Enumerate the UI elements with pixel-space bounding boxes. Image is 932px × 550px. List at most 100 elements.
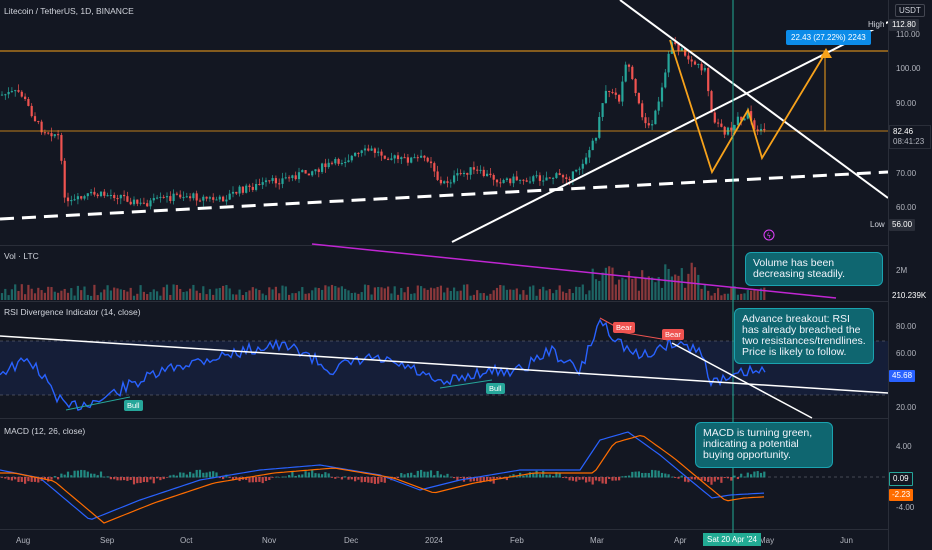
candle-body (581, 163, 584, 169)
candle-body (730, 127, 733, 131)
candle-body (156, 197, 159, 199)
volume-bar (502, 285, 505, 300)
rsi-note[interactable]: Advance breakout: RSI has already breach… (734, 308, 874, 364)
histogram-bar (545, 474, 548, 478)
histogram-bar (753, 471, 756, 478)
candle-body (499, 182, 502, 184)
histogram-bar (377, 477, 380, 484)
volume-bar (377, 286, 380, 300)
histogram-bar (400, 473, 403, 478)
candle-body (472, 167, 475, 170)
macd-title[interactable]: MACD (12, 26, close) (4, 426, 86, 436)
volume-bar (195, 290, 198, 300)
candle-body (337, 159, 340, 164)
histogram-bar (535, 470, 538, 478)
histogram-bar (416, 470, 419, 478)
volume-bar (288, 294, 291, 300)
candle-body (469, 167, 472, 175)
candle-body (225, 199, 228, 202)
histogram-bar (60, 473, 63, 478)
volume-bar (129, 287, 132, 300)
volume-bar (14, 284, 17, 300)
event-icon[interactable]: ϟ (763, 229, 775, 241)
pane-separator[interactable] (0, 301, 932, 302)
volume-bar (179, 288, 182, 300)
histogram-bar (406, 473, 409, 478)
currency-button[interactable]: USDT (895, 4, 925, 17)
candle-body (519, 179, 522, 181)
high-marker: High (866, 19, 887, 30)
histogram-bar (693, 477, 697, 480)
volume-bar (439, 285, 442, 300)
histogram-bar (99, 471, 103, 478)
candle-body (357, 152, 360, 154)
pane-separator[interactable] (0, 529, 932, 530)
symbol-title[interactable]: Litecoin / TetherUS, 1D, BINANCE (4, 6, 134, 16)
histogram-bar (251, 477, 254, 483)
histogram-bar (159, 477, 162, 481)
volume-bar (294, 293, 297, 300)
candle-body (248, 185, 251, 187)
candle-body (132, 199, 136, 205)
volume-bar (512, 289, 515, 300)
candle-body (667, 53, 670, 73)
volume-title[interactable]: Vol · LTC (4, 251, 39, 261)
candle-body (241, 186, 244, 193)
volume-bar (644, 278, 647, 300)
candle-body (70, 200, 73, 202)
volume-bar (618, 279, 621, 300)
volume-note[interactable]: Volume has been decreasing steadily. (745, 252, 883, 286)
histogram-bar (179, 472, 182, 478)
pattern-zigzag (669, 39, 827, 175)
histogram-bar (7, 477, 10, 480)
bear-label: Bear (662, 329, 684, 340)
volume-bar (489, 293, 492, 300)
candle-body (146, 203, 149, 207)
macd-tick: -4.00 (896, 503, 915, 512)
pane-separator[interactable] (0, 418, 932, 419)
candle-body (330, 162, 334, 164)
candle-body (17, 90, 20, 92)
volume-bar (264, 295, 268, 300)
candle-body (565, 177, 568, 180)
candle-body (651, 124, 654, 126)
volume-bar (565, 292, 568, 300)
candle-body (182, 197, 185, 199)
volume-bar (429, 287, 433, 300)
histogram-bar (113, 477, 116, 480)
volume-bar (162, 287, 165, 300)
histogram-bar (396, 477, 400, 479)
volume-bar (684, 287, 687, 300)
volume-bar (759, 288, 763, 300)
signal-line (0, 434, 765, 524)
histogram-bar (119, 477, 122, 481)
chart-canvas[interactable]: ϟ (0, 0, 888, 550)
candle-body (113, 194, 116, 199)
candle-body (142, 202, 145, 204)
candle-body (14, 90, 17, 92)
volume-pane[interactable] (0, 246, 888, 301)
rsi-tick: 80.00 (896, 322, 917, 331)
volume-bar (631, 278, 634, 300)
histogram-bar (321, 474, 324, 478)
countdown: 08:41:23 (893, 137, 925, 146)
volume-bar (123, 289, 126, 300)
rsi-title[interactable]: RSI Divergence Indicator (14, close) (4, 307, 141, 317)
price-scale[interactable]: USDT 110.00 100.00 90.00 70.00 60.00 2M … (888, 0, 932, 550)
candle-body (288, 177, 291, 179)
histogram-bar (736, 477, 739, 480)
macd-note[interactable]: MACD is turning green, indicating a pote… (695, 422, 833, 468)
candle-body (10, 91, 13, 93)
time-tick: Nov (262, 536, 277, 545)
candle-body (423, 155, 426, 158)
candle-body (492, 174, 495, 180)
candle-body (693, 61, 697, 65)
volume-bar (687, 273, 690, 300)
pane-separator[interactable] (0, 245, 932, 246)
histogram-bar (165, 477, 169, 478)
time-tick: Feb (510, 536, 524, 545)
candle-body (429, 161, 433, 164)
candle-body (314, 169, 317, 172)
histogram-bar (126, 477, 129, 481)
volume-bar (608, 266, 611, 300)
